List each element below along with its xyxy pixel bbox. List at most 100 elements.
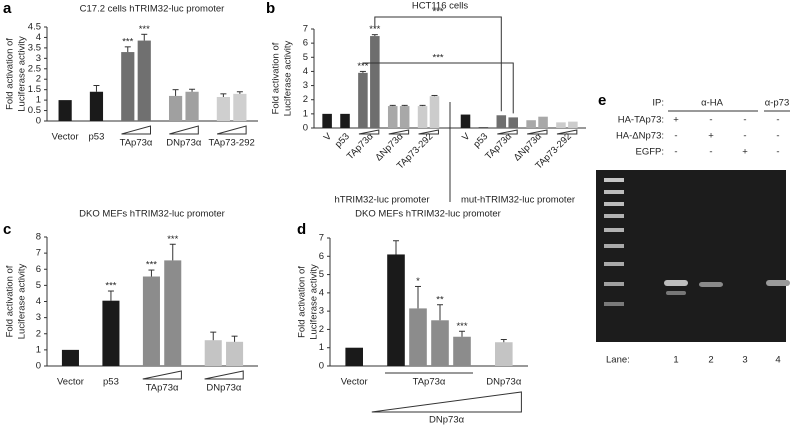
lane-label: Lane: (606, 355, 630, 366)
y-tick-label: 0.5 (28, 105, 41, 116)
bar (89, 91, 104, 121)
y-tick-label: 3 (303, 80, 308, 91)
category-label: TAp73α (413, 377, 446, 388)
category-label: Vector (52, 132, 79, 143)
ip-label: IP: (652, 98, 664, 109)
y-tick-label: 8 (36, 232, 41, 243)
antibody-label: α-HA (701, 98, 724, 109)
panel-letter: c (3, 221, 11, 238)
y-tick-label: 3 (36, 312, 41, 323)
bar (417, 106, 428, 128)
gel-image (596, 170, 786, 342)
bar (538, 116, 548, 128)
significance: *** (167, 234, 178, 245)
dose-wedge (121, 125, 151, 135)
category-label: Vector (57, 377, 84, 388)
category-label: DNp73α (206, 383, 242, 394)
bar (495, 342, 513, 366)
gel-bands (664, 280, 790, 295)
significance: *** (146, 260, 157, 271)
wedge-label: DNp73α (429, 415, 465, 426)
bar (387, 254, 405, 366)
significance: *** (139, 24, 150, 35)
bar (508, 117, 518, 128)
y-tick-label: 2 (36, 74, 41, 85)
sign: + (742, 147, 748, 158)
y-tick-label: 2 (303, 94, 308, 105)
category-label: TAp73α (483, 131, 514, 162)
y-tick-label: 3 (319, 306, 324, 317)
y-tick-label: 3.5 (28, 42, 41, 53)
category-label: p53 (333, 131, 352, 150)
sign: - (776, 115, 779, 126)
chart-title: HCT116 cells (412, 1, 469, 12)
sign: - (743, 115, 746, 126)
category-label: DNp73α (486, 377, 522, 388)
bar (168, 95, 183, 121)
dose-wedge (388, 129, 410, 135)
y-axis-label: Luciferase activity (309, 264, 320, 340)
y-tick-label: 6 (319, 251, 324, 262)
category-label: TAp73α (345, 131, 376, 162)
bar (526, 120, 536, 128)
y-tick-label: 1 (319, 342, 324, 353)
row-label: HA-TAp73: (618, 115, 664, 126)
panel-letter: e (598, 92, 606, 109)
section-label: hTRIM32-luc promoter (334, 195, 429, 206)
bar (345, 347, 363, 366)
category-label: p53 (471, 131, 490, 150)
y-tick-label: 5 (36, 280, 41, 291)
y-tick-label: 2 (36, 328, 41, 339)
significance: * (416, 276, 420, 287)
bar (387, 106, 398, 128)
lane-number: 4 (775, 355, 780, 366)
y-axis-label: Luciferase activity (283, 41, 294, 117)
y-tick-label: 2.5 (28, 63, 41, 74)
dose-wedge (142, 370, 182, 380)
y-tick-label: 1.5 (28, 84, 41, 95)
y-tick-label: 1 (303, 108, 308, 119)
category-label: DNp73α (166, 138, 202, 149)
bar (204, 340, 222, 366)
y-tick-label: 0 (36, 361, 41, 372)
sign: - (743, 131, 746, 142)
dose-wedge (527, 129, 548, 135)
antibody-label: α-p73 (765, 98, 790, 109)
significance: *** (369, 24, 380, 35)
y-tick-label: 7 (36, 248, 41, 259)
y-axis-label: Luciferase activity (17, 264, 28, 340)
bar (568, 121, 578, 128)
chart-title: DKO MEFs hTRIM32-luc promoter (79, 209, 225, 220)
category-label: Vector (341, 377, 368, 388)
lane-number: 3 (742, 355, 747, 366)
bar (226, 341, 244, 366)
bar (431, 320, 449, 366)
sign: + (673, 115, 679, 126)
bar (478, 127, 489, 128)
bar (102, 300, 120, 366)
category-label: p53 (103, 377, 119, 388)
y-tick-label: 4 (319, 287, 324, 298)
panel-letter: b (266, 0, 275, 17)
bar (429, 96, 440, 128)
bar (460, 114, 471, 128)
panel-letter: d (297, 221, 306, 238)
significance: *** (357, 61, 368, 72)
sign: - (709, 147, 712, 158)
sign: - (674, 131, 677, 142)
bar (340, 113, 350, 128)
y-tick-label: 4 (303, 66, 308, 77)
lane-number: 2 (708, 355, 713, 366)
y-tick-label: 0 (36, 116, 41, 127)
bar (322, 113, 332, 128)
dose-wedge (204, 370, 244, 380)
bar (164, 260, 182, 366)
y-tick-label: 4.5 (28, 22, 41, 33)
bar (185, 91, 199, 121)
bar (358, 72, 368, 128)
y-tick-label: 0 (319, 361, 324, 372)
row-label: EGFP: (635, 147, 664, 158)
y-axis-label: Fold activation of (5, 38, 16, 110)
comparison-label: *** (433, 52, 444, 63)
